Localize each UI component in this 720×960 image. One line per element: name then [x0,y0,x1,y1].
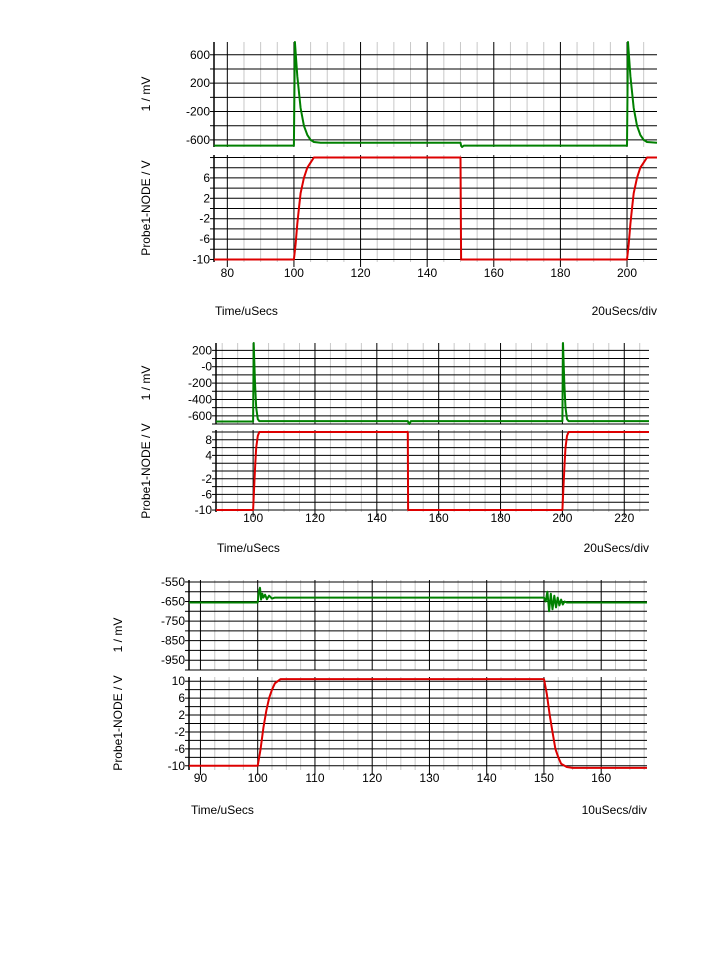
x-tick-label: 140 [367,511,387,525]
y-tick-label: 2 [203,191,210,205]
y-tick-label: -200 [188,376,212,390]
x-tick-label: 90 [194,771,208,785]
y-tick-label: -6 [174,742,185,756]
y-tick-label: 8 [205,433,212,447]
y-tick-label: -2 [201,472,212,486]
x-tick-label: 130 [419,771,439,785]
x-tick-label: 120 [305,511,325,525]
x-tick-label: 160 [429,511,449,525]
y-tick-label: -10 [168,759,186,773]
x-tick-label: 180 [550,266,570,280]
y-tick-label: 200 [190,76,210,90]
x-tick-label: 180 [491,511,511,525]
x-axis-label: Time/uSecs [217,541,280,555]
series-line [214,41,658,148]
x-tick-label: 80 [221,266,235,280]
y-axis-label: 1 / mV [139,77,153,112]
y-tick-label: -650 [161,595,185,609]
y-tick-label: -200 [186,105,210,119]
x-tick-label: 120 [362,771,382,785]
y-tick-label: 600 [190,48,210,62]
chart-1-panel-2: -10 -6 -2 2 6 Probe1-NODE / V [139,155,657,266]
series-line [216,431,649,511]
series-line [214,156,657,261]
x-axis-label: Time/uSecs [191,803,254,817]
y-tick-label: -750 [161,614,185,628]
y-axis-label: 1 / mV [139,366,153,401]
y-tick-label: -600 [188,409,212,423]
x-tick-label: 100 [243,511,263,525]
x-scale-label: 10uSecs/div [582,803,647,817]
series-line [189,586,647,613]
y-tick-label: 200 [192,343,212,357]
chart-3-panel-2: -10 -6 -2 2 6 10 Probe1-NODE / V [111,674,647,773]
y-tick-label: 6 [178,691,185,705]
y-axis-label: Probe1-NODE / V [111,675,125,770]
y-tick-label: -550 [161,575,185,589]
x-tick-label: 140 [417,266,437,280]
x-tick-label: 160 [591,771,611,785]
x-scale-label: 20uSecs/div [592,304,657,318]
chart-2-panel-2: -10 -6-2 48 Probe1-NODE / V [139,423,649,519]
y-tick-label: 6 [203,171,210,185]
x-tick-label: 150 [534,771,554,785]
x-tick-label: 100 [284,266,304,280]
y-tick-label: 2 [178,708,185,722]
x-tick-label: 120 [351,266,371,280]
y-tick-label: -950 [161,653,185,667]
y-tick-label: -6 [199,232,210,246]
chart-1: -600 -200 200 600 1 / mV -10 -6 -2 2 6 Probe1-NODE… [139,41,658,318]
x-tick-label: 220 [614,511,634,525]
y-tick-label: -10 [193,252,211,266]
y-axis-label: 1 / mV [111,618,125,653]
y-tick-label: -850 [161,634,185,648]
chart-2: -600 -400 -200 -0 200 1 / mV -10 -6-2 48 Probe1-N… [139,342,649,555]
y-tick-label: 10 [172,674,186,688]
y-tick-label: -400 [188,392,212,406]
y-tick-label: -600 [186,133,210,147]
x-tick-label: 140 [477,771,497,785]
x-tick-label: 200 [617,266,637,280]
x-scale-label: 20uSecs/div [584,541,649,555]
series-line [189,678,647,769]
x-tick-label: 110 [305,771,324,785]
y-tick-label: -6 [201,487,212,501]
y-axis-label: Probe1-NODE / V [139,423,153,518]
chart-3: -950 -850 -750 -650 -550 1 / mV -10 -6 -2 2 6 10 Pro… [111,575,647,817]
series-line [216,342,649,425]
x-tick-label: 200 [552,511,572,525]
y-axis-label: Probe1-NODE / V [139,160,153,255]
x-tick-label: 100 [248,771,268,785]
y-tick-label: -2 [199,212,210,226]
chart-1-panel-1: -600 -200 200 600 1 / mV [139,41,658,148]
x-tick-label: 160 [484,266,504,280]
y-tick-label: -10 [195,503,213,517]
y-tick-label: 4 [205,448,212,462]
y-tick-label: -0 [201,360,212,374]
chart-3-panel-1: -950 -850 -750 -650 -550 1 / mV [111,575,647,671]
x-axis-label: Time/uSecs [215,304,278,318]
y-tick-label: -2 [174,725,185,739]
chart-2-panel-1: -600 -400 -200 -0 200 1 / mV [139,342,649,425]
